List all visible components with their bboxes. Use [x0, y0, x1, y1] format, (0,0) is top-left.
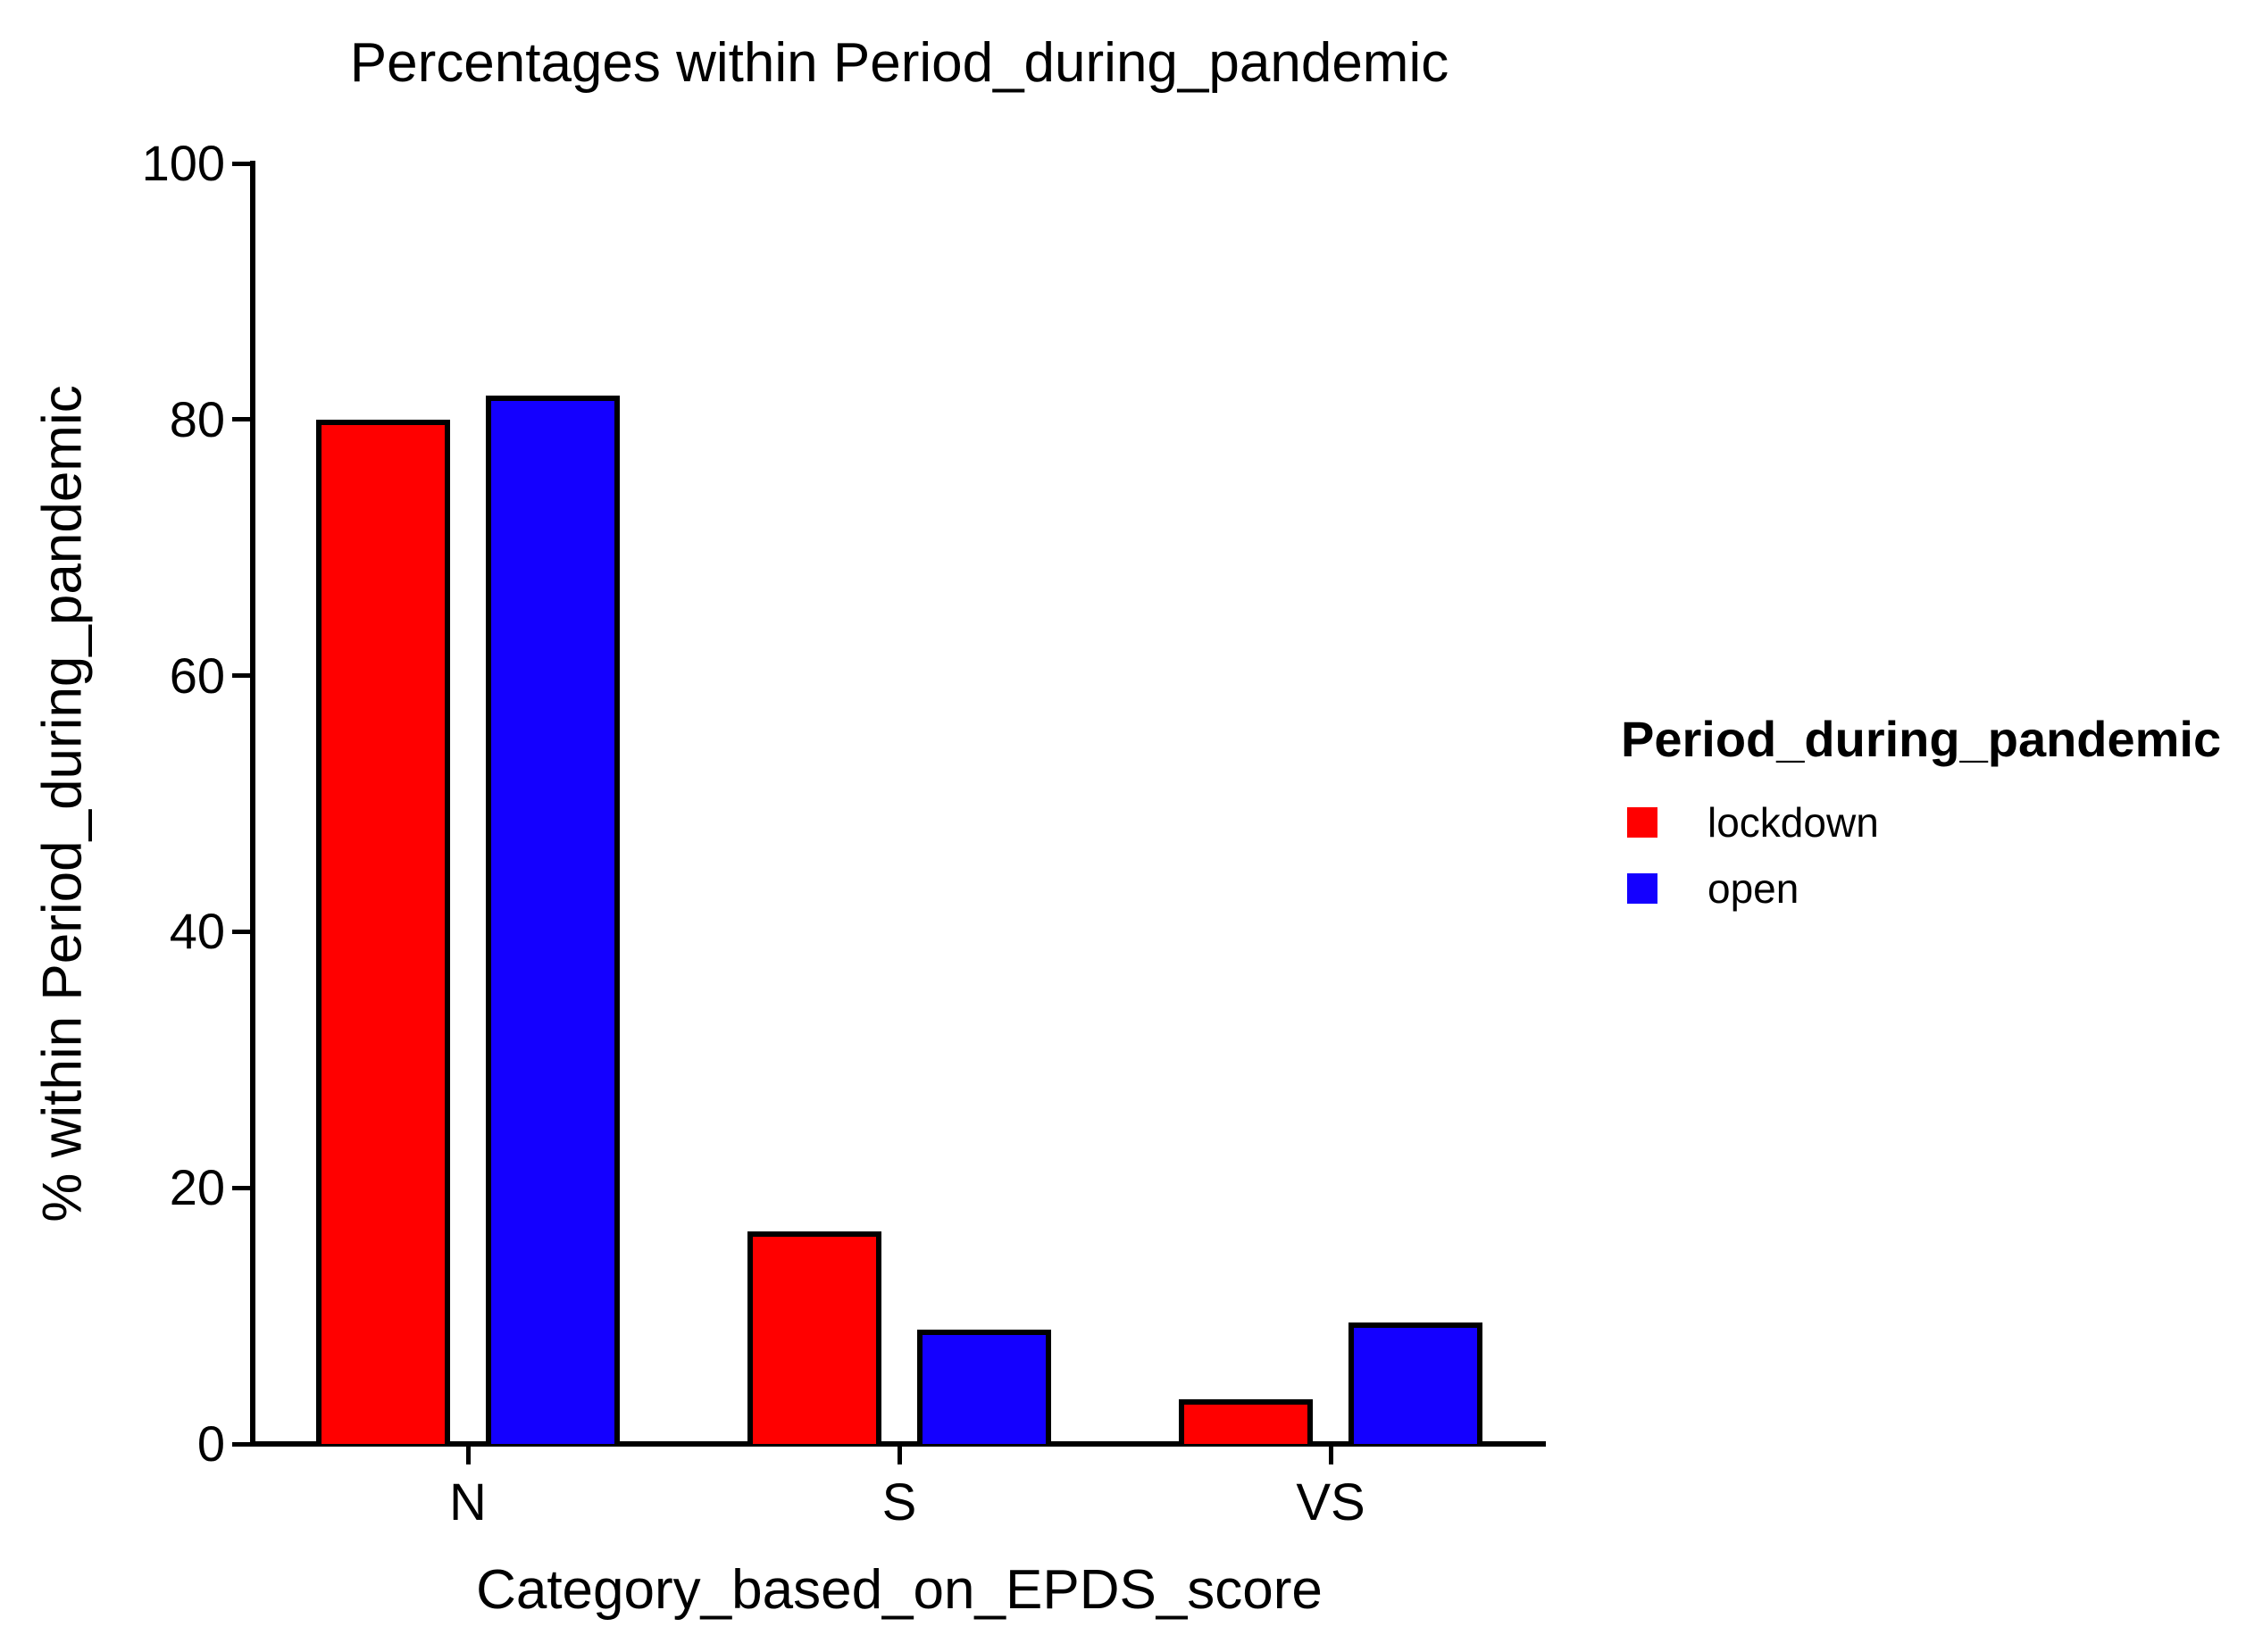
y-tick-mark-20 [232, 1185, 250, 1190]
y-tick-mark-80 [232, 417, 250, 422]
y-tick-label-20: 20 [169, 1159, 225, 1216]
legend-label-lockdown: lockdown [1707, 799, 1879, 846]
legend-item-lockdown: lockdown [1627, 799, 1879, 846]
y-tick-label-0: 0 [196, 1415, 225, 1472]
bar-lockdown-VS [1179, 1399, 1313, 1444]
legend-swatch-lockdown [1627, 807, 1657, 838]
y-tick-label-40: 40 [169, 903, 225, 960]
y-tick-mark-40 [232, 929, 250, 934]
y-axis-line [250, 161, 255, 1447]
legend-item-open: open [1627, 865, 1799, 912]
y-tick-mark-60 [232, 673, 250, 679]
bar-open-VS [1348, 1322, 1482, 1444]
x-axis-line [250, 1441, 1546, 1447]
y-tick-label-100: 100 [141, 135, 225, 191]
bar-open-N [486, 396, 620, 1444]
x-tick-mark-N [465, 1447, 471, 1464]
chart-title: Percentages within Period_during_pandemi… [349, 32, 1449, 94]
legend-title: Period_during_pandemic [1621, 711, 2222, 767]
legend-swatch-open [1627, 873, 1657, 904]
bar-lockdown-S [747, 1231, 881, 1444]
bar-open-S [917, 1330, 1051, 1444]
y-tick-mark-0 [232, 1441, 250, 1447]
legend-label-open: open [1707, 865, 1799, 912]
bar-lockdown-N [316, 420, 450, 1444]
y-tick-mark-100 [232, 161, 250, 166]
x-tick-label-VS: VS [1296, 1473, 1365, 1531]
x-axis-label: Category_based_on_EPDS_score [476, 1559, 1323, 1621]
y-axis-label-text: % within Period_during_pandemic [31, 385, 94, 1222]
x-tick-mark-S [897, 1447, 902, 1464]
x-tick-label-S: S [881, 1473, 917, 1531]
y-tick-label-80: 80 [169, 390, 225, 447]
x-tick-mark-VS [1328, 1447, 1333, 1464]
x-tick-label-N: N [449, 1473, 487, 1531]
y-tick-label-60: 60 [169, 647, 225, 704]
